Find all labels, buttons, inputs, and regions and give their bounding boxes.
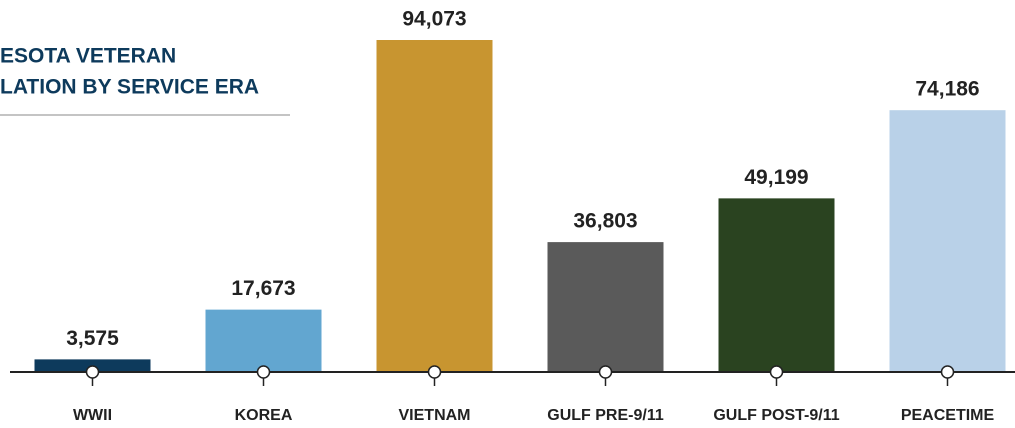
- x-tick-label: KOREA: [235, 407, 293, 424]
- bar: [376, 40, 493, 372]
- chart-title: LATION BY SERVICE ERA: [0, 76, 259, 99]
- chart-title: ESOTA VETERAN: [0, 45, 176, 68]
- value-label: 94,073: [402, 8, 466, 31]
- tick-dot: [598, 365, 613, 379]
- bar: [205, 309, 322, 372]
- value-label: 74,186: [915, 78, 979, 101]
- bar: [889, 110, 1006, 372]
- tick-dot: [769, 365, 784, 379]
- x-tick-label: PEACETIME: [901, 407, 995, 424]
- value-label: 3,575: [66, 327, 119, 350]
- value-label: 17,673: [231, 277, 295, 300]
- x-tick-label: WWII: [73, 407, 112, 424]
- bar: [718, 198, 835, 372]
- tick-dot: [256, 365, 271, 379]
- value-label: 36,803: [573, 210, 637, 233]
- tick-dot: [85, 365, 100, 379]
- tick-dot: [427, 365, 442, 379]
- tick-dot: [940, 365, 955, 379]
- value-label: 49,199: [744, 166, 808, 189]
- x-tick-label: GULF POST-9/11: [713, 407, 839, 424]
- x-tick-label: VIETNAM: [399, 407, 471, 424]
- x-tick-label: GULF PRE-9/11: [547, 407, 664, 424]
- bar: [547, 242, 664, 372]
